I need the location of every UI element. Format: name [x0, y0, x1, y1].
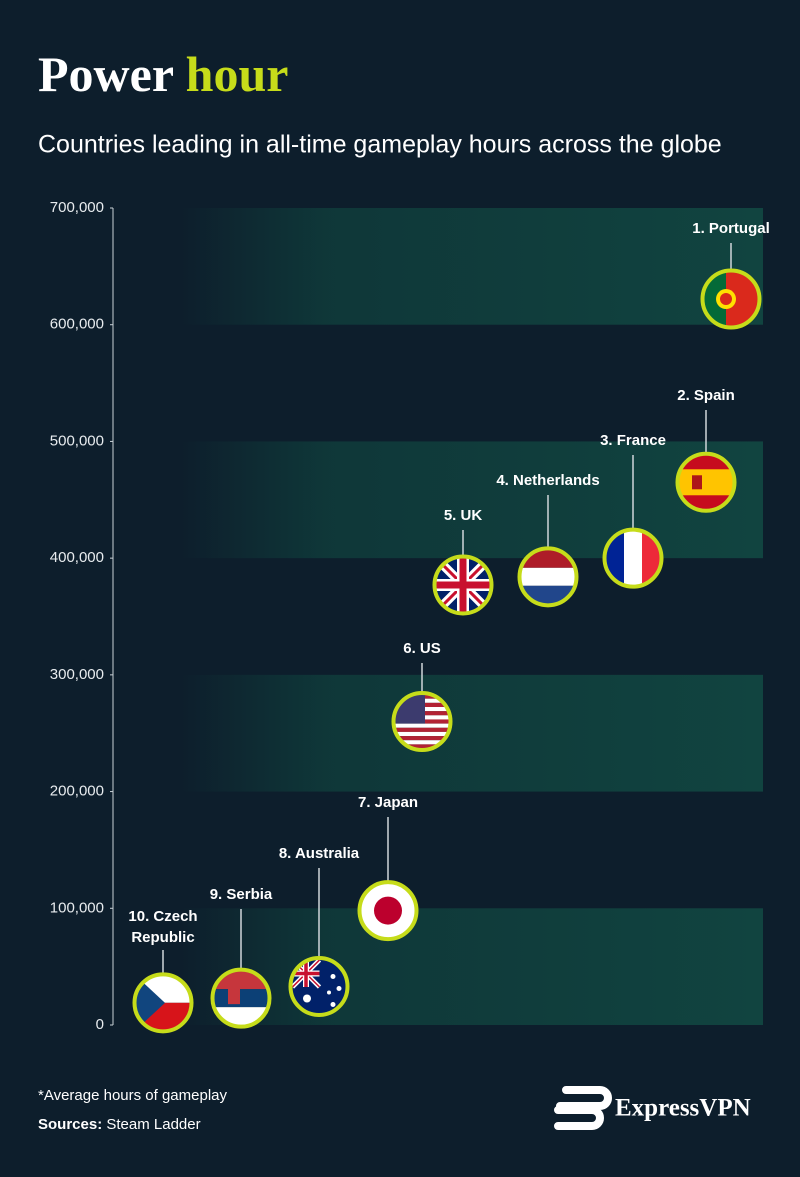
marker	[288, 955, 350, 1017]
flag	[606, 531, 660, 586]
y-tick-label: 600,000	[50, 316, 104, 333]
country-label: 8. Australia	[279, 845, 360, 862]
band	[180, 208, 763, 325]
sources: Sources: Steam Ladder	[38, 1116, 201, 1133]
flag-part	[214, 1007, 268, 1026]
subtitle: Countries leading in all-time gameplay h…	[38, 131, 722, 159]
flag-part	[395, 744, 449, 749]
marker	[602, 527, 664, 589]
flag	[292, 959, 346, 1014]
country-label: 10. Czech Republic	[128, 908, 197, 946]
country-label: 2. Spain	[677, 387, 735, 404]
title-highlight: hour	[186, 46, 289, 102]
flag-part	[692, 475, 702, 490]
star	[336, 985, 342, 991]
union	[292, 959, 322, 989]
sun	[374, 896, 402, 925]
marker	[432, 554, 494, 616]
flag-part	[395, 736, 449, 741]
band	[180, 441, 763, 559]
flag-part	[395, 727, 449, 732]
flag-part	[228, 984, 240, 1005]
bands	[180, 208, 763, 1025]
flag-part	[395, 723, 449, 728]
chart-title: Power hour	[38, 46, 288, 102]
flag-part	[679, 469, 733, 496]
sources-value: Steam Ladder	[106, 1116, 200, 1133]
flag-part	[606, 531, 624, 586]
flag	[136, 975, 190, 1030]
sources-label: Sources:	[38, 1116, 102, 1133]
marker	[132, 972, 194, 1034]
country-label: 1. Portugal	[692, 220, 770, 237]
band	[180, 908, 763, 1025]
country-label: 5. UK	[444, 507, 483, 524]
brand: ExpressVPN	[615, 1095, 751, 1122]
flag	[395, 694, 449, 749]
flag-part	[214, 971, 268, 990]
y-tick-label: 500,000	[50, 432, 104, 449]
title-part: Power	[38, 46, 174, 102]
flag	[521, 549, 575, 604]
label-line: 10. Czech	[128, 908, 197, 925]
star	[303, 994, 311, 1003]
marker	[675, 451, 737, 513]
flag-part	[395, 740, 449, 745]
marker	[210, 967, 272, 1029]
star	[327, 990, 331, 995]
flag	[214, 971, 268, 1026]
flag-part	[704, 272, 726, 327]
flag-part	[214, 989, 268, 1008]
country-label: 3. France	[600, 432, 666, 449]
flag-part	[521, 549, 575, 568]
y-tick-label: 300,000	[50, 666, 104, 683]
flag	[679, 455, 733, 510]
band	[180, 674, 763, 792]
y-tick-label: 200,000	[50, 783, 104, 800]
emblem	[720, 293, 732, 306]
label-line: Republic	[131, 929, 194, 946]
flag-part	[521, 567, 575, 586]
logo-icon	[554, 1086, 612, 1130]
y-tick-label: 100,000	[50, 899, 104, 916]
star	[330, 973, 336, 979]
y-tick-label: 400,000	[50, 549, 104, 566]
marker	[700, 268, 762, 330]
flag-part	[642, 531, 660, 586]
star	[330, 1001, 336, 1007]
y-tick-label: 700,000	[50, 199, 104, 216]
marker	[391, 691, 453, 753]
country-label: 6. US	[403, 640, 441, 657]
marker	[357, 880, 419, 942]
logo: ExpressVPN	[554, 1086, 751, 1130]
country-label: 7. Japan	[358, 794, 418, 811]
flag	[436, 557, 490, 612]
country-label: 4. Netherlands	[496, 472, 599, 489]
y-tick-label: 0	[96, 1016, 104, 1033]
footnote: *Average hours of gameplay	[38, 1087, 228, 1104]
flag-part	[395, 731, 449, 737]
country-label: 9. Serbia	[210, 886, 273, 903]
marker	[517, 546, 579, 608]
flag-part	[521, 585, 575, 604]
flag	[704, 272, 758, 327]
flag-part	[624, 531, 642, 586]
flag	[361, 883, 415, 938]
triangle	[136, 975, 165, 1030]
